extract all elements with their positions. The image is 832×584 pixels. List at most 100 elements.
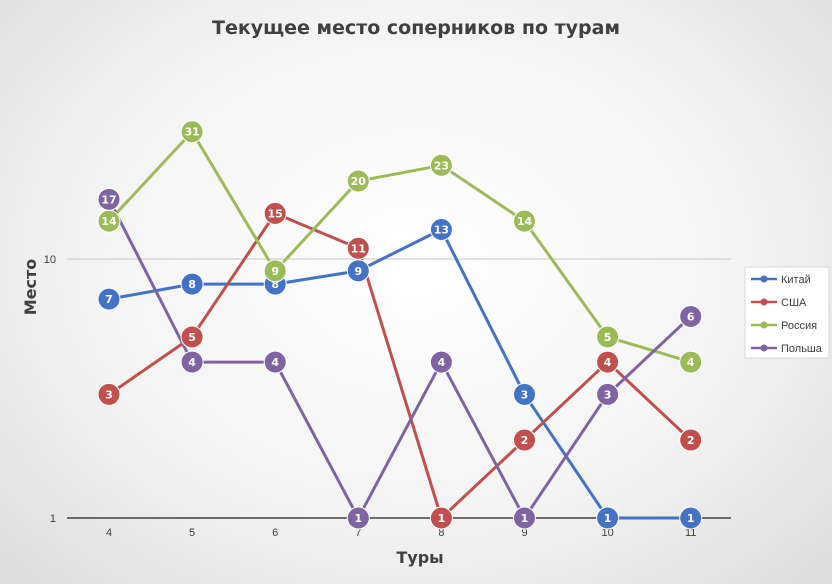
data-point: 2 — [679, 428, 703, 452]
data-label: 3 — [604, 388, 612, 401]
data-point: 4 — [679, 350, 703, 374]
series-line-3 — [107, 130, 692, 364]
data-label: 6 — [687, 310, 695, 323]
x-tick-label: 10 — [601, 527, 613, 539]
data-label: 17 — [101, 193, 116, 206]
data-label: 1 — [521, 512, 529, 525]
data-label: 8 — [188, 278, 196, 291]
point-marker — [513, 428, 536, 452]
data-label: 20 — [351, 175, 367, 188]
data-label: 11 — [351, 242, 366, 255]
data-point: 14 — [97, 209, 121, 233]
point-marker — [679, 506, 703, 530]
y-tick-label: 10 — [44, 254, 56, 266]
data-point: 5 — [180, 325, 204, 349]
point-marker — [263, 350, 287, 374]
point-marker — [679, 350, 703, 374]
data-label: 9 — [271, 265, 279, 278]
data-point: 9 — [263, 259, 287, 283]
data-label: 14 — [101, 215, 117, 228]
point-marker — [679, 428, 703, 452]
point-marker — [429, 506, 453, 530]
data-label: 8 — [271, 278, 279, 291]
x-tick-label: 11 — [685, 527, 696, 539]
point-marker — [97, 187, 121, 211]
point-marker — [513, 209, 536, 233]
data-label: 9 — [354, 265, 362, 278]
series-line-1 — [108, 227, 691, 520]
data-point: 8 — [180, 272, 204, 296]
data-point: 2 — [513, 428, 536, 452]
point-marker — [596, 382, 620, 406]
point-marker — [596, 325, 620, 349]
data-label: 4 — [271, 356, 279, 369]
data-point: 5 — [596, 325, 620, 349]
series-line-4 — [107, 198, 692, 520]
data-point: 1 — [346, 506, 370, 530]
x-tick-label: 8 — [438, 527, 444, 539]
point-marker — [263, 259, 287, 283]
legend-label: Польша — [781, 343, 823, 355]
point-marker — [596, 350, 620, 374]
series-line-2 — [108, 211, 692, 520]
point-marker — [596, 506, 620, 530]
data-point: 3 — [513, 382, 536, 406]
point-marker — [97, 382, 121, 406]
data-point: 31 — [180, 120, 204, 144]
data-point: 9 — [346, 259, 370, 283]
data-label: 3 — [105, 388, 113, 401]
point-marker — [97, 287, 121, 311]
data-label: 1 — [438, 512, 446, 525]
data-label: 5 — [188, 331, 196, 344]
legend-label: Россия — [781, 320, 817, 332]
data-point: 1 — [429, 506, 453, 530]
legend-box — [744, 266, 830, 359]
data-point: 17 — [97, 187, 121, 211]
data-label: 15 — [268, 207, 283, 220]
legend-entry: Китай — [751, 274, 811, 286]
data-label: 5 — [604, 331, 612, 344]
point-marker — [180, 272, 204, 296]
data-label: 4 — [438, 356, 446, 369]
point-marker — [429, 153, 453, 177]
data-point: 3 — [596, 382, 620, 406]
point-marker — [346, 169, 370, 193]
point-marker — [346, 236, 370, 260]
x-tick-label: 9 — [521, 527, 527, 539]
point-marker — [346, 506, 370, 530]
x-axis-title: Туры — [396, 548, 443, 567]
data-point: 15 — [263, 201, 287, 225]
data-point: 1 — [513, 506, 536, 530]
data-point: 20 — [346, 169, 370, 193]
data-point: 7 — [97, 287, 121, 311]
point-marker — [429, 217, 453, 241]
data-label: 4 — [687, 356, 695, 369]
point-marker — [180, 350, 204, 374]
data-label: 3 — [521, 388, 529, 401]
data-point: 11 — [346, 236, 370, 260]
data-label: 1 — [354, 512, 362, 525]
data-label: 2 — [521, 434, 529, 447]
legend: Китай США Россия Польша — [744, 266, 830, 359]
data-point: 14 — [513, 209, 536, 233]
point-marker — [263, 201, 287, 225]
x-tick-label: 6 — [272, 527, 278, 539]
point-marker — [180, 120, 204, 144]
legend-swatch-marker — [760, 298, 768, 306]
legend-swatch-marker — [760, 344, 768, 352]
x-tick-label: 4 — [106, 527, 112, 539]
data-label: 2 — [687, 434, 695, 447]
x-tick-label: 7 — [355, 527, 361, 539]
data-point: 4 — [596, 350, 620, 374]
point-marker — [513, 506, 536, 530]
point-marker — [346, 259, 370, 283]
data-label: 14 — [517, 215, 533, 228]
legend-entry: Польша — [751, 343, 823, 355]
y-tick-label: 1 — [50, 513, 56, 525]
data-point: 3 — [97, 382, 121, 406]
data-point: 4 — [429, 350, 453, 374]
x-tick-label: 5 — [189, 527, 195, 539]
point-marker — [429, 350, 453, 374]
point-marker — [513, 382, 536, 406]
